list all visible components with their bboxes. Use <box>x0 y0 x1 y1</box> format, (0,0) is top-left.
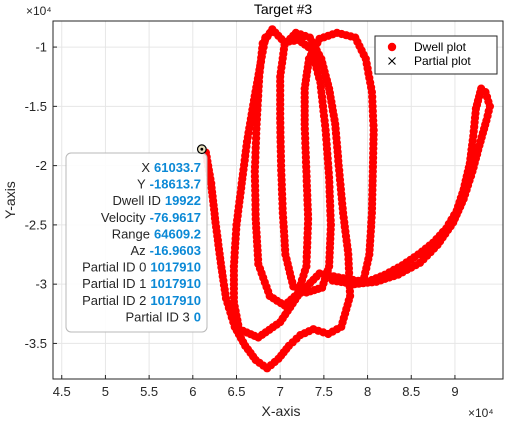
data-tip-value: 1017910 <box>150 293 201 308</box>
legend-box <box>374 35 498 75</box>
data-tip-key: Y <box>137 177 146 192</box>
data-tip-key: Az <box>131 243 146 258</box>
y-tick-label: -3.5 <box>25 336 47 351</box>
data-tip-value: -18613.7 <box>150 177 201 192</box>
data-tip-value: 64609.2 <box>154 226 201 241</box>
data-tip-key: Partial ID 2 <box>82 293 146 308</box>
x-tick-label: 4.5 <box>53 384 71 399</box>
legend-dwell-marker <box>387 42 397 52</box>
data-tip-value: 1017910 <box>150 276 201 291</box>
y-tick-label: -1.5 <box>25 99 47 114</box>
x-axis-title: X-axis <box>262 403 301 419</box>
data-tip-key: Partial ID 1 <box>82 276 146 291</box>
data-tip-key: Range <box>112 226 150 241</box>
axis-ticks: 4.5 5 5.5 6 6.5 7 7.5 8 8.5 9 -3.5 -3 -2.5 -2 -1.5 -1 <box>25 40 459 399</box>
data-tip-box <box>65 152 208 333</box>
data-tip[interactable]: 61033.7 X-18613.7 Y 19922 Dwell ID -76.9617 Ve… <box>65 152 208 333</box>
y-tick-label: -2.5 <box>25 217 47 232</box>
legend-dwell-label: Dwell plot <box>414 40 467 54</box>
x-tick-label: 6.5 <box>227 384 245 399</box>
data-tip-value: -16.9603 <box>150 243 201 258</box>
data-tip-key: Partial ID 3 <box>125 309 189 324</box>
data-tip-key: Velocity <box>101 210 146 225</box>
data-tip-anchor-marker <box>196 144 207 155</box>
plot-axes: 4.5 5 5.5 6 6.5 7 7.5 8 8.5 9 -3.5 -3 -2.5 -2 -1.5 -1 <box>25 20 504 399</box>
data-tip-value: 0 <box>194 309 201 324</box>
data-tip-point-center <box>200 147 204 151</box>
dwell-point <box>261 33 270 42</box>
data-tip-value: -76.9617 <box>150 210 201 225</box>
x-tick-label: 9 <box>451 384 458 399</box>
chart-title: Target #3 <box>254 1 313 17</box>
y-tick-label: -3 <box>35 277 47 292</box>
data-tip-rows: 61033.7 X-18613.7 Y 19922 Dwell ID -76.9617 Ve… <box>82 160 201 324</box>
data-tip-key: Partial ID 0 <box>82 260 146 275</box>
y-axis-title: Y-axis <box>2 181 18 219</box>
x-tick-label: 5.5 <box>140 384 158 399</box>
data-tip-key: X <box>141 160 150 175</box>
x-tick-label: 6 <box>189 384 196 399</box>
x-exponent-label: ×10⁴ <box>468 406 494 420</box>
data-markers <box>201 25 494 373</box>
y-tick-label: -1 <box>35 40 47 55</box>
data-tip-value: 19922 <box>165 193 201 208</box>
x-tick-label: 7 <box>277 384 284 399</box>
data-tip-value: 1017910 <box>150 260 201 275</box>
y-exponent-label: ×10⁴ <box>26 4 52 18</box>
x-tick-label: 8 <box>364 384 371 399</box>
x-tick-label: 7.5 <box>315 384 333 399</box>
dwell-point <box>345 280 355 289</box>
plot-frame <box>52 20 504 380</box>
x-tick-label: 8.5 <box>402 384 420 399</box>
legend[interactable]: Dwell plot Partial plot <box>374 35 498 75</box>
legend-partial-label: Partial plot <box>414 54 471 68</box>
y-tick-label: -2 <box>35 158 47 173</box>
data-tip-value: 61033.7 <box>154 160 201 175</box>
x-tick-label: 5 <box>102 384 109 399</box>
data-tip-key: Dwell ID <box>112 193 160 208</box>
legend-partial-marker <box>388 57 396 65</box>
